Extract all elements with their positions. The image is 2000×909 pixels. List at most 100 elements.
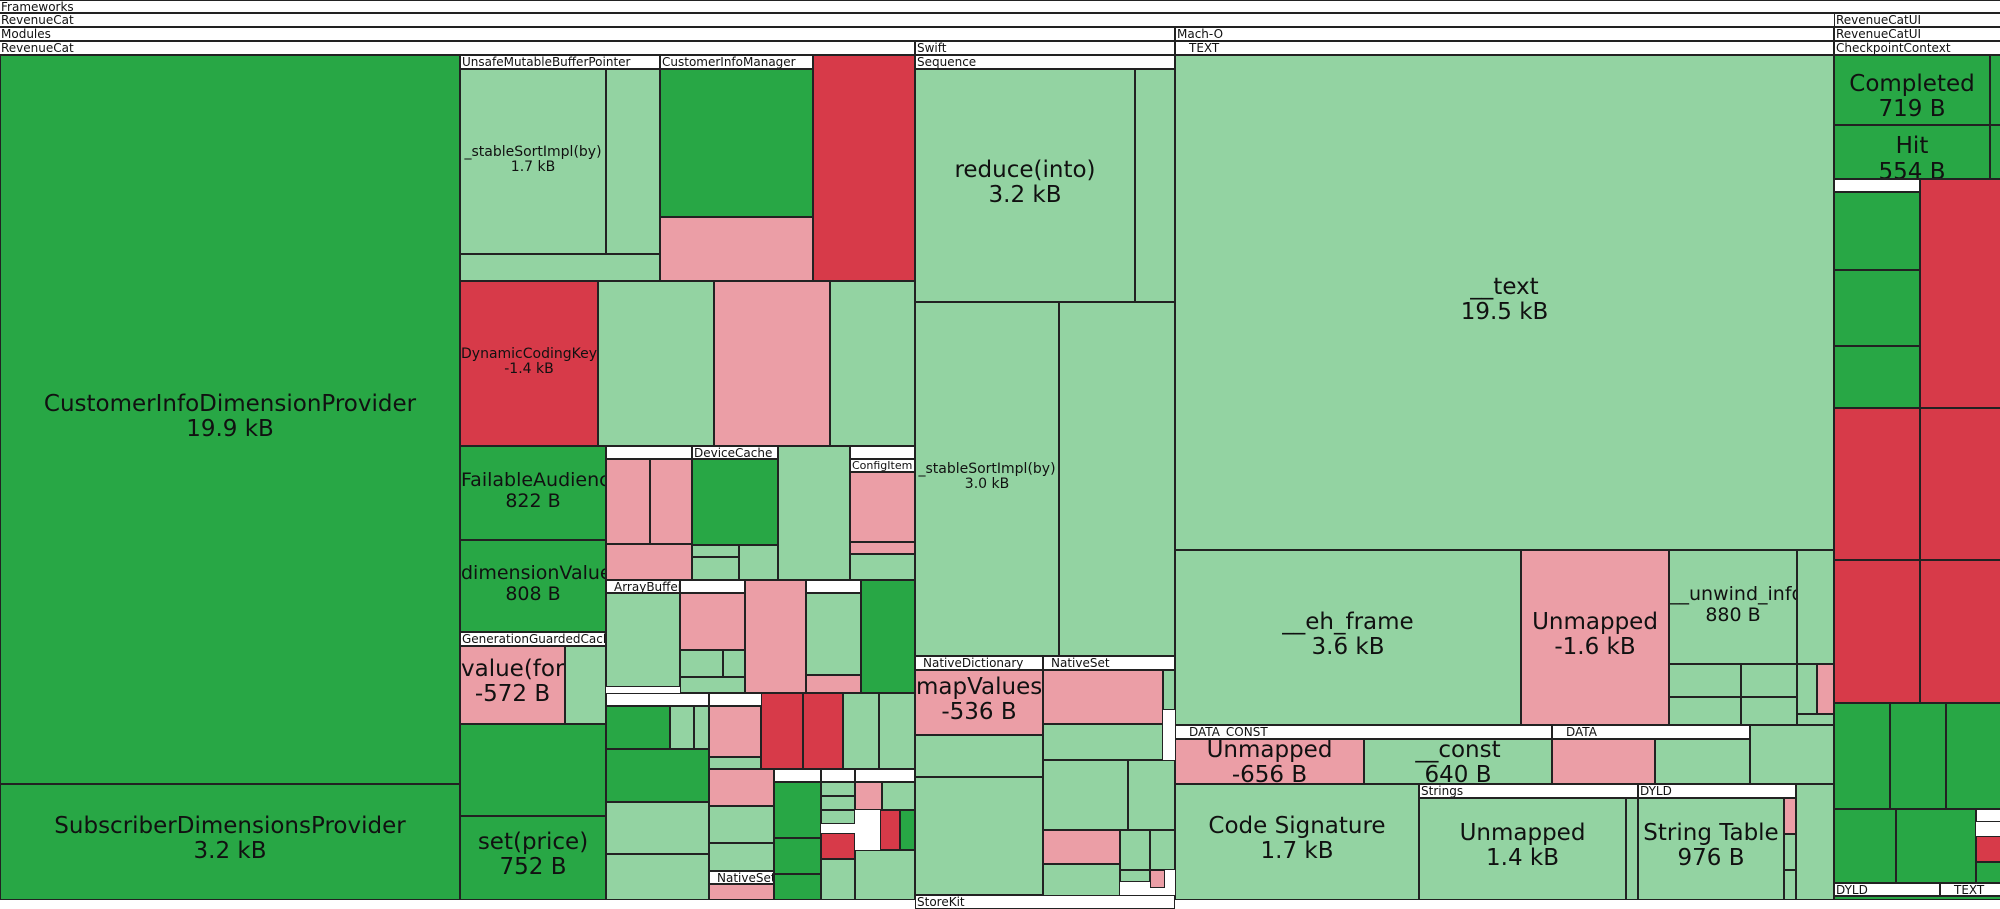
cell-unmapped-text[interactable]: Unmapped -1.6 kB (1521, 550, 1669, 725)
cell[interactable] (1834, 270, 1920, 346)
cell[interactable] (709, 806, 774, 843)
header-storekit[interactable]: StoreKit (915, 895, 1175, 909)
header-dyld-2[interactable]: DYLD (1834, 883, 1940, 896)
cell[interactable] (915, 777, 1043, 895)
cell[interactable] (1784, 834, 1796, 870)
cell[interactable] (821, 810, 855, 824)
cell[interactable] (1896, 809, 1976, 883)
header-native-set-2[interactable]: _NativeSet (1043, 656, 1175, 670)
cell[interactable] (739, 545, 778, 580)
cell-completed[interactable]: Completed 719 B (1834, 55, 1990, 125)
cell[interactable] (1834, 346, 1920, 408)
cell[interactable] (680, 650, 723, 677)
cell[interactable] (1750, 725, 1834, 784)
cell[interactable] (1120, 830, 1150, 870)
header-native-dictionary[interactable]: _NativeDictionary (915, 656, 1043, 670)
cell[interactable] (1669, 697, 1741, 725)
cell[interactable] (774, 874, 821, 900)
cell[interactable] (709, 706, 761, 757)
cell[interactable] (1150, 830, 1175, 870)
cell[interactable] (1552, 739, 1655, 784)
cell[interactable] (1655, 739, 1750, 784)
cell[interactable] (879, 693, 915, 769)
cell[interactable] (714, 281, 830, 446)
cell[interactable] (606, 749, 709, 802)
header-config-item[interactable]: ConfigItem (850, 459, 915, 472)
cell[interactable] (1043, 864, 1120, 900)
cell[interactable] (1990, 125, 2000, 179)
cell-subscriber-dimensions-provider[interactable]: SubscriberDimensionsProvider 3.2 kB (0, 784, 460, 900)
cell[interactable] (606, 802, 709, 854)
cell[interactable] (1669, 664, 1741, 697)
cell[interactable] (1797, 664, 1817, 714)
cell[interactable] (821, 796, 855, 810)
cell[interactable] (1834, 896, 2000, 900)
cell[interactable] (1797, 714, 1834, 725)
header-sequence[interactable]: Sequence (915, 55, 1175, 69)
cell[interactable] (843, 693, 879, 769)
header-array-buffer[interactable]: _ArrayBuffer (606, 580, 680, 593)
cell[interactable] (821, 833, 855, 859)
cell[interactable] (1890, 703, 1946, 809)
cell-stable-sort-impl-small[interactable]: _stableSortImpl(by) 1.7 kB (460, 69, 606, 254)
cell[interactable] (900, 810, 915, 850)
cell[interactable] (745, 580, 806, 693)
header-text-segment[interactable]: __TEXT (1175, 41, 1834, 55)
header-dyld[interactable]: DYLD (1638, 784, 1796, 798)
cell-set-price[interactable]: set(price) 752 B (460, 816, 606, 900)
cell[interactable] (709, 843, 774, 871)
cell[interactable] (1163, 670, 1175, 710)
cell[interactable] (1043, 724, 1163, 760)
header-strings[interactable]: Strings (1419, 784, 1638, 798)
cell[interactable] (1741, 697, 1797, 725)
header-mach-o[interactable]: Mach-O (1175, 27, 1834, 41)
cell[interactable] (660, 217, 813, 281)
cell[interactable] (1920, 408, 2000, 560)
cell[interactable] (850, 554, 915, 580)
cell[interactable] (855, 782, 882, 810)
cell[interactable] (1135, 69, 1175, 302)
cell-const[interactable]: __const 640 B (1364, 739, 1552, 784)
cell[interactable] (723, 650, 745, 677)
header-revenuecat-ui-2[interactable]: RevenueCatUI (1834, 27, 2000, 41)
cell[interactable] (606, 459, 650, 544)
cell-failable-audience[interactable]: FailableAudience 822 B (460, 446, 606, 540)
cell-unmapped-strings[interactable]: Unmapped 1.4 kB (1419, 798, 1626, 900)
cell[interactable] (1626, 798, 1638, 900)
cell[interactable] (1834, 192, 1920, 270)
cell-string-table[interactable]: String Table 976 B (1638, 798, 1784, 900)
cell-stable-sort-impl-large[interactable]: _stableSortImpl(by) 3.0 kB (915, 302, 1059, 656)
cell[interactable] (660, 69, 813, 217)
header-checkpoint-context[interactable]: CheckpointContext (1834, 41, 2000, 55)
cell[interactable] (606, 69, 660, 254)
cell[interactable] (761, 693, 803, 769)
cell[interactable] (1990, 55, 2000, 125)
cell-unwind-info[interactable]: __unwind_info 880 B (1669, 550, 1797, 664)
cell[interactable] (709, 884, 774, 900)
cell[interactable] (821, 782, 855, 796)
cell[interactable] (1796, 784, 1834, 900)
cell[interactable] (1976, 836, 2000, 862)
cell[interactable] (806, 675, 861, 693)
cell[interactable] (1797, 550, 1834, 664)
cell-text-section[interactable]: __text 19.5 kB (1175, 55, 1834, 550)
cell[interactable] (1120, 870, 1150, 882)
header-device-cache[interactable]: DeviceCache (692, 446, 778, 459)
cell[interactable] (1946, 703, 2000, 809)
cell[interactable] (861, 580, 915, 693)
cell[interactable] (606, 706, 670, 749)
cell[interactable] (606, 854, 709, 900)
cell-reduce-into[interactable]: reduce(into) 3.2 kB (915, 69, 1135, 302)
header-data-const[interactable]: __DATA_CONST (1175, 725, 1552, 739)
cell[interactable] (709, 769, 774, 806)
cell[interactable] (692, 459, 778, 545)
cell-customer-info-dimension-provider[interactable]: CustomerInfoDimensionProvider 19.9 kB (0, 55, 460, 784)
cell[interactable] (850, 542, 915, 554)
header-revenuecat[interactable]: RevenueCat (0, 13, 2000, 27)
header-revenuecat-ui[interactable]: RevenueCatUI (1834, 13, 2000, 27)
header-frameworks[interactable]: Frameworks (0, 0, 2000, 13)
header-unsafe-mutable-buffer-pointer[interactable]: UnsafeMutableBufferPointer (460, 55, 660, 69)
cell[interactable] (882, 782, 915, 810)
cell[interactable] (1741, 664, 1797, 697)
cell[interactable] (830, 281, 915, 446)
